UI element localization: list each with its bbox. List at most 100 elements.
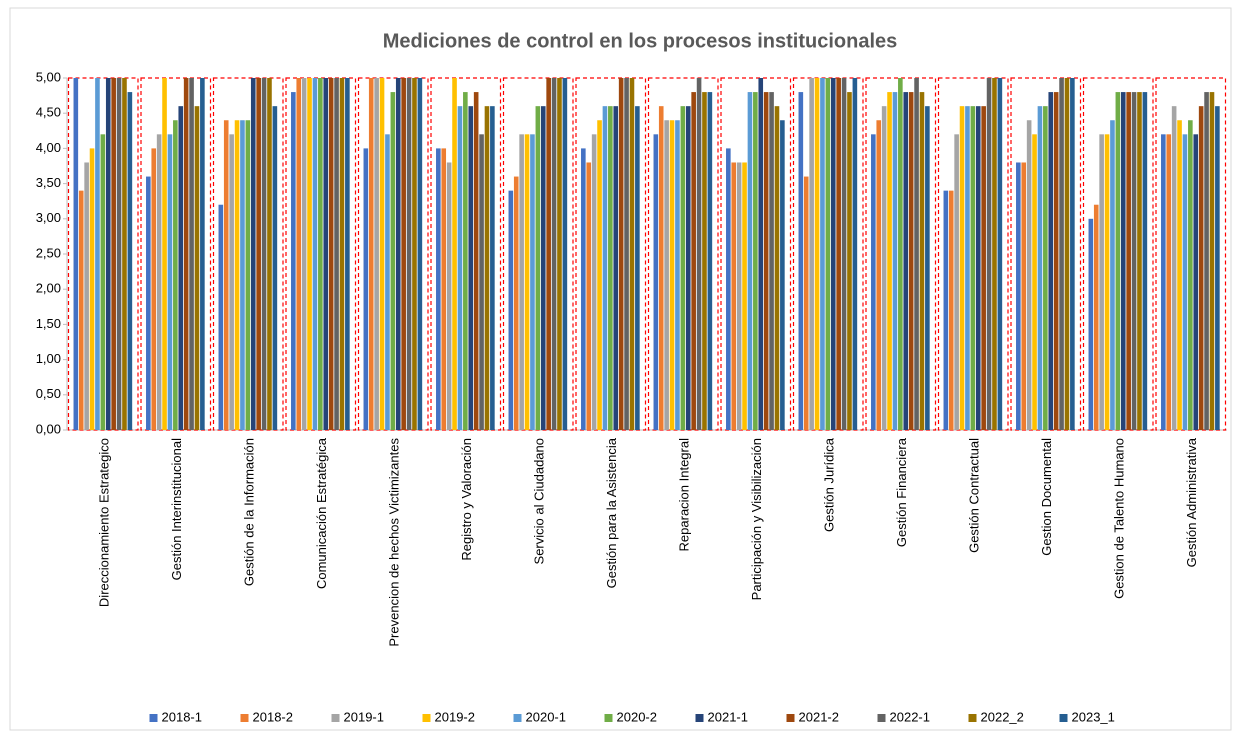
bar — [1161, 134, 1166, 430]
bar — [1126, 92, 1131, 430]
bar — [223, 120, 229, 431]
x-tick-label: Servicio al Ciudadano — [532, 438, 547, 564]
bar — [1043, 106, 1048, 430]
bar — [1070, 78, 1075, 430]
legend-swatch — [422, 714, 431, 722]
legend-label: 2020-1 — [526, 709, 566, 724]
x-tick-label: Gestión para la Asistencia — [604, 437, 619, 588]
bar — [618, 78, 624, 430]
bar — [1048, 92, 1054, 430]
bar — [758, 78, 764, 430]
bar — [1104, 134, 1110, 430]
bar — [1120, 92, 1126, 430]
bar — [1204, 92, 1209, 430]
bar — [997, 78, 1003, 430]
bar — [345, 78, 350, 430]
bar — [635, 106, 640, 430]
bar — [1026, 120, 1032, 431]
bar — [234, 120, 240, 431]
legend-label: 2022-1 — [890, 709, 930, 724]
bar — [887, 92, 892, 430]
bar — [685, 106, 691, 430]
legend-swatch — [695, 714, 704, 722]
bar — [116, 78, 122, 430]
legend-swatch — [240, 714, 249, 722]
bar — [825, 78, 831, 430]
x-tick-label: Gestión Administrativa — [1184, 437, 1199, 567]
bar — [1032, 134, 1037, 430]
bar — [100, 134, 106, 430]
bar — [406, 78, 412, 430]
bar — [1209, 92, 1215, 430]
bar — [519, 134, 524, 430]
x-tick-label: Direccionamiento Estrategico — [97, 438, 112, 607]
legend-label: 2021-1 — [708, 709, 748, 724]
y-tick-label: 0,00 — [36, 421, 61, 436]
bar — [959, 106, 965, 430]
legend-swatch — [968, 714, 977, 722]
bar — [970, 106, 976, 430]
bar — [229, 134, 234, 430]
bar — [557, 78, 562, 430]
bar — [948, 190, 954, 430]
bar — [608, 106, 613, 430]
bar — [261, 78, 267, 430]
bar — [551, 78, 557, 430]
bar — [696, 78, 702, 430]
bar — [753, 92, 758, 430]
bar — [194, 106, 200, 430]
y-tick-label: 5,00 — [36, 69, 61, 84]
bar — [301, 78, 307, 430]
bar — [452, 78, 457, 430]
bar — [401, 78, 406, 430]
bar — [847, 92, 852, 430]
bar — [602, 106, 608, 430]
bar — [742, 162, 747, 431]
x-tick-label: Registro y Valoración — [459, 438, 474, 561]
bar — [524, 134, 530, 430]
bar — [1177, 120, 1182, 431]
legend-swatch — [513, 714, 522, 722]
bar — [1021, 162, 1027, 431]
bar — [379, 78, 385, 430]
legend-swatch — [786, 714, 795, 722]
bar — [73, 78, 79, 430]
bar — [664, 120, 669, 431]
bar — [312, 78, 318, 430]
bar — [307, 78, 312, 430]
bar — [156, 134, 162, 430]
bar — [1088, 218, 1094, 430]
bar — [291, 92, 296, 430]
bar — [919, 92, 925, 430]
bar — [267, 78, 272, 430]
bar — [925, 106, 930, 430]
bar — [535, 106, 541, 430]
bar — [1115, 92, 1121, 430]
legend-label: 2019-1 — [344, 709, 384, 724]
legend-label: 2018-2 — [253, 709, 293, 724]
bar — [702, 92, 707, 430]
legend-swatch — [604, 714, 613, 722]
bar — [908, 92, 914, 430]
bar — [965, 106, 970, 430]
bar — [457, 106, 463, 430]
bar — [1037, 106, 1043, 430]
legend-swatch — [1059, 714, 1068, 722]
bar — [385, 134, 390, 430]
bar — [581, 148, 586, 430]
bar — [540, 106, 546, 430]
bar — [903, 92, 909, 430]
bar — [881, 106, 887, 430]
bar — [146, 176, 151, 430]
bar — [726, 148, 731, 430]
legend-swatch — [331, 714, 340, 722]
bar — [736, 162, 742, 431]
bar — [629, 78, 635, 430]
bar — [390, 92, 396, 430]
bar — [122, 78, 127, 430]
legend-swatch — [149, 714, 158, 722]
bar — [256, 78, 261, 430]
bar — [591, 134, 597, 430]
bar — [1171, 106, 1177, 430]
bar — [374, 78, 379, 430]
